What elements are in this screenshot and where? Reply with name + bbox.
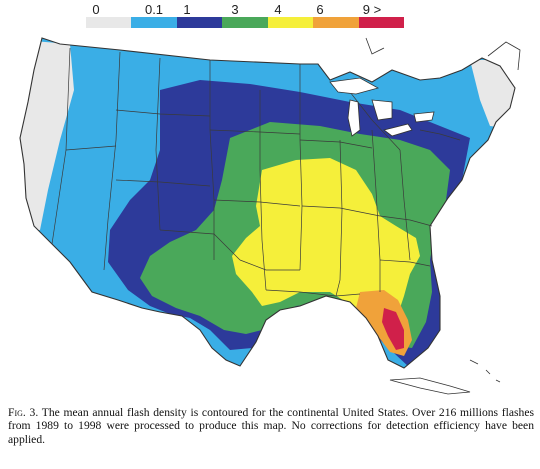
- legend-swatch-1: [131, 17, 177, 28]
- lake-ontario: [413, 111, 435, 123]
- canada-coast-outline: [487, 41, 521, 71]
- bahamas-outline: [469, 359, 501, 383]
- legend-swatch-3: [222, 17, 268, 28]
- legend-label-0-1: 0.1: [144, 2, 164, 17]
- us-map-svg: [19, 37, 521, 395]
- density-level-0-region: [20, 40, 515, 230]
- legend-color-bar: [86, 17, 404, 28]
- cuba-outline: [389, 377, 471, 395]
- density-fill-group: [20, 38, 515, 368]
- lake-huron: [371, 99, 393, 121]
- legend-label-9: 9 >: [362, 2, 382, 17]
- lake-superior: [329, 77, 380, 95]
- caption-text: The mean annual flash density is contour…: [8, 406, 534, 446]
- legend-label-0: 0: [92, 2, 100, 17]
- color-legend: 0 0.1 1 3 4 6 9 >: [86, 2, 404, 32]
- legend-swatch-6: [358, 17, 404, 28]
- flash-density-map: [0, 30, 540, 400]
- legend-swatch-2: [176, 17, 223, 28]
- lake-erie: [383, 123, 413, 137]
- figure-caption: Fig. 3. The mean annual flash density is…: [8, 406, 534, 446]
- canada-inlet-outline: [365, 37, 385, 55]
- legend-swatch-4: [267, 17, 314, 28]
- lake-michigan: [347, 99, 361, 137]
- legend-label-4: 4: [274, 2, 282, 17]
- legend-swatch-5: [313, 17, 359, 28]
- legend-label-6: 6: [316, 2, 324, 17]
- legend-label-1: 1: [183, 2, 191, 17]
- figure-label: Fig. 3.: [8, 406, 39, 419]
- density-level-9-region: [382, 308, 404, 350]
- legend-swatch-0: [86, 17, 132, 28]
- legend-label-3: 3: [231, 2, 239, 17]
- great-lakes: [329, 77, 435, 137]
- state-borders: [51, 47, 461, 297]
